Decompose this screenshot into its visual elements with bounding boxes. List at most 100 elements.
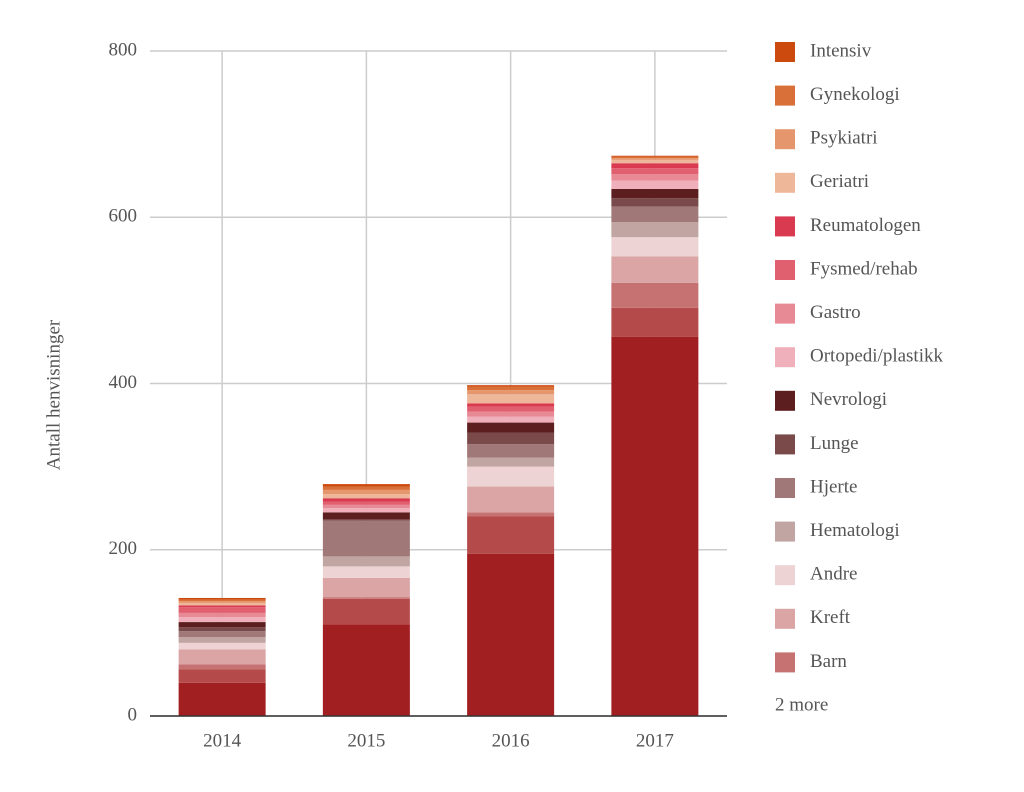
x-tick-label: 2014 bbox=[203, 730, 242, 751]
bar-segment bbox=[178, 601, 266, 603]
bar-segment bbox=[611, 188, 699, 199]
bar-segment bbox=[467, 466, 555, 487]
legend-swatch bbox=[775, 85, 795, 106]
bar-segment bbox=[467, 394, 555, 404]
bar-segment bbox=[322, 504, 410, 509]
legend-label: Intensiv bbox=[810, 40, 872, 61]
legend-more: 2 more bbox=[775, 694, 828, 715]
legend-label: Andre bbox=[810, 564, 857, 585]
bar-segment bbox=[322, 501, 410, 505]
bar-segment bbox=[467, 432, 555, 445]
bar-segment bbox=[611, 206, 699, 223]
bar-segment bbox=[611, 158, 699, 160]
bar-segment bbox=[611, 282, 699, 308]
bar-segment bbox=[467, 553, 555, 716]
bar-segment bbox=[611, 336, 699, 716]
bar-segment bbox=[611, 156, 699, 159]
bar-segment bbox=[322, 566, 410, 579]
legend-label: Ortopedi/plastikk bbox=[810, 346, 943, 367]
bar-segment bbox=[178, 631, 266, 638]
legend-swatch bbox=[775, 652, 795, 673]
x-tick-label: 2017 bbox=[636, 730, 674, 751]
legend-swatch bbox=[775, 565, 795, 586]
legend-swatch bbox=[775, 434, 795, 455]
bar-segment bbox=[322, 518, 410, 521]
legend-swatch bbox=[775, 172, 795, 193]
bar-segment bbox=[467, 512, 555, 517]
y-tick-label: 600 bbox=[109, 206, 138, 227]
bar-segment bbox=[467, 411, 555, 417]
bar-segment bbox=[322, 489, 410, 495]
legend-swatch bbox=[775, 260, 795, 280]
legend-swatch bbox=[775, 216, 795, 237]
bar-segment bbox=[322, 484, 410, 487]
legend-swatch bbox=[775, 608, 795, 629]
legend-label: Gynekologi bbox=[810, 84, 900, 105]
legend-label: Reumatologen bbox=[810, 215, 921, 236]
y-tick-label: 200 bbox=[109, 538, 138, 559]
legend-label: Hjerte bbox=[810, 476, 857, 497]
bar-segment bbox=[178, 669, 266, 683]
bar-segment bbox=[322, 498, 410, 502]
bar-segment bbox=[178, 612, 266, 618]
bar-segment bbox=[178, 649, 266, 665]
legend-swatch bbox=[775, 42, 795, 62]
bar-segment bbox=[178, 642, 266, 650]
legend-swatch bbox=[775, 521, 795, 542]
bar-segment bbox=[322, 486, 410, 490]
bar-segment bbox=[178, 627, 266, 632]
bar-segment bbox=[322, 598, 410, 625]
bar-segment bbox=[467, 385, 555, 387]
legend-swatch bbox=[775, 303, 795, 324]
y-axis-title: Antall henvisninger bbox=[43, 319, 64, 470]
bar-segment bbox=[322, 508, 410, 513]
bar-segment bbox=[467, 403, 555, 407]
bar-segment bbox=[611, 174, 699, 181]
bar-segment bbox=[611, 168, 699, 175]
bar-segment bbox=[178, 682, 266, 716]
bar-segment bbox=[467, 416, 555, 423]
bar-segment bbox=[611, 222, 699, 238]
bar-segment bbox=[611, 159, 699, 164]
bar-segment bbox=[322, 624, 410, 716]
bar-segment bbox=[178, 617, 266, 623]
bar-segment bbox=[322, 520, 410, 557]
bar-segment bbox=[322, 556, 410, 567]
bar-segment bbox=[467, 386, 555, 391]
legend-label: Geriatri bbox=[810, 171, 869, 192]
bar-segment bbox=[611, 180, 699, 189]
bar-segment bbox=[467, 406, 555, 412]
bar-segment bbox=[178, 599, 266, 602]
legend-swatch bbox=[775, 390, 795, 411]
bar-segment bbox=[467, 422, 555, 433]
bar-segment bbox=[322, 512, 410, 519]
legend-label: Nevrologi bbox=[810, 389, 887, 410]
legend-label: Lunge bbox=[810, 433, 859, 454]
bar-segment bbox=[611, 237, 699, 257]
bar-segment bbox=[322, 597, 410, 599]
legend-swatch bbox=[775, 478, 795, 498]
legend-label: Hematologi bbox=[810, 520, 900, 541]
x-tick-label: 2016 bbox=[492, 730, 530, 751]
legend-label: Gastro bbox=[810, 302, 861, 323]
bar-segment bbox=[611, 198, 699, 207]
legend-label: Kreft bbox=[810, 607, 851, 628]
bar-segment bbox=[611, 155, 699, 157]
bar-segment bbox=[178, 637, 266, 643]
bar-segment bbox=[467, 444, 555, 458]
bar-segment bbox=[611, 307, 699, 337]
bar-segment bbox=[178, 605, 266, 608]
legend-swatch bbox=[775, 347, 795, 368]
bar-segment bbox=[178, 622, 266, 628]
bar-segment bbox=[178, 664, 266, 670]
bar-segment bbox=[467, 516, 555, 554]
y-tick-label: 0 bbox=[128, 704, 138, 725]
bar-segment bbox=[178, 602, 266, 606]
bar-segment bbox=[611, 256, 699, 283]
bar-segment bbox=[322, 578, 410, 598]
y-tick-label: 800 bbox=[109, 39, 138, 60]
legend-swatch bbox=[775, 129, 795, 150]
legend-label: Fysmed/rehab bbox=[810, 258, 918, 279]
x-tick-label: 2015 bbox=[347, 730, 385, 751]
